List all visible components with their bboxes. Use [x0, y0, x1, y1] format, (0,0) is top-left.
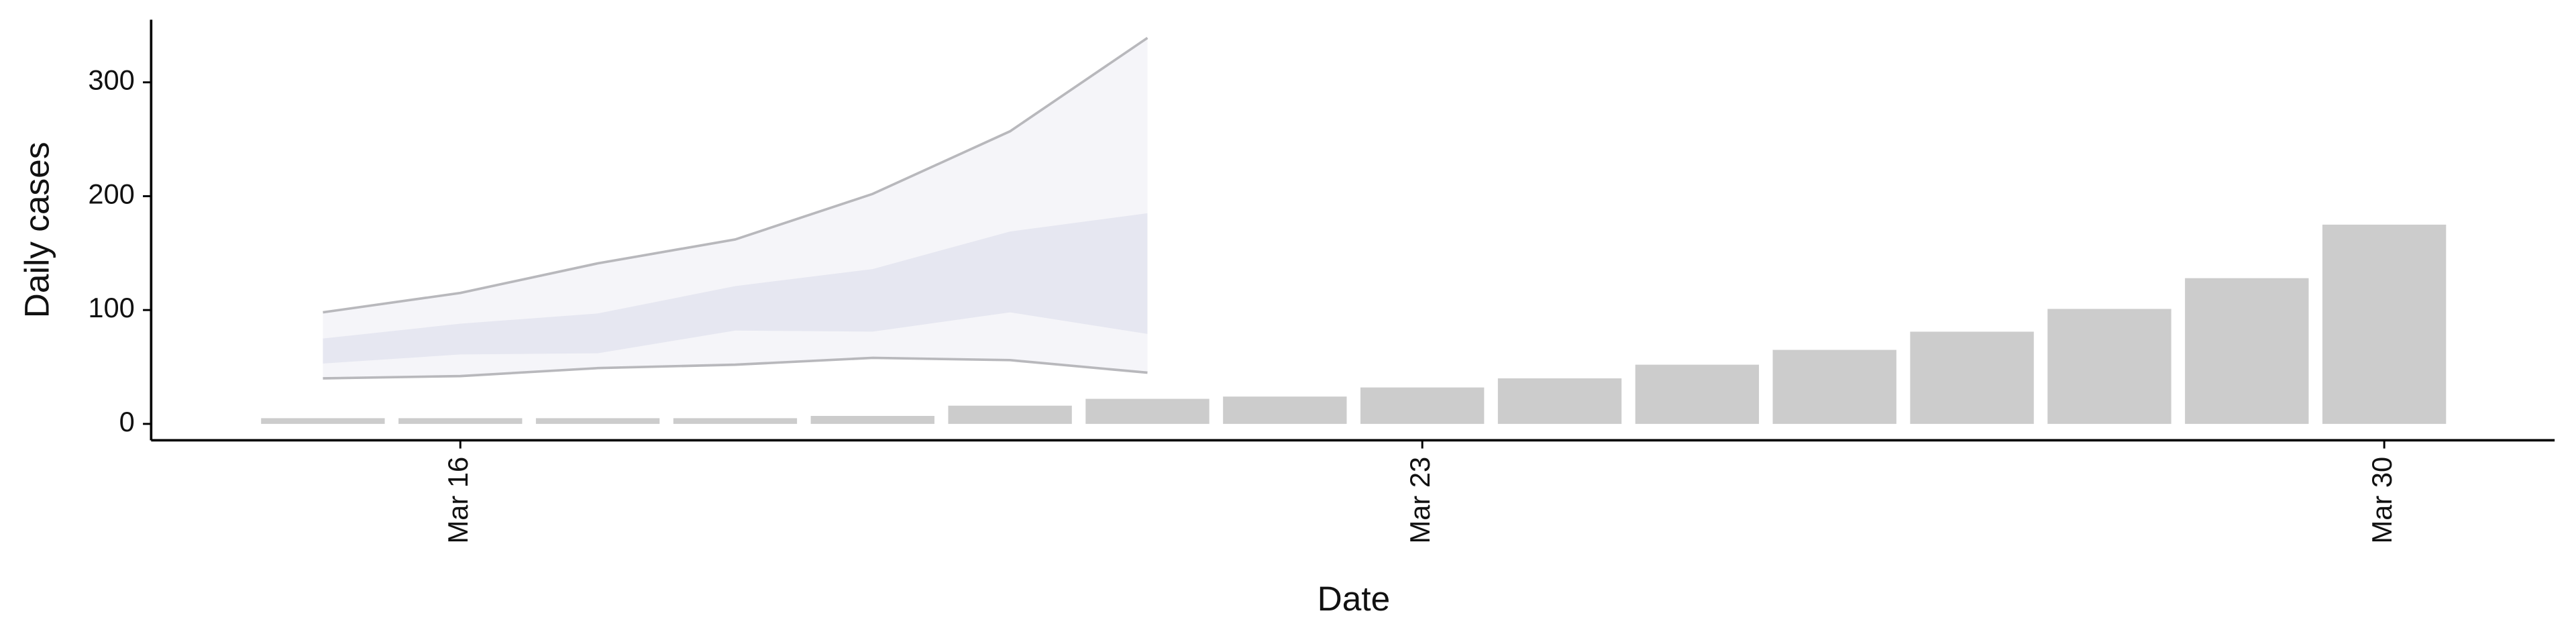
bar [2322, 224, 2447, 424]
bar [2185, 278, 2309, 424]
bar [810, 416, 934, 424]
bar [1085, 398, 1210, 424]
bar [1223, 396, 1347, 424]
bar [1910, 331, 2034, 424]
y-axis-label: Daily cases [17, 142, 56, 318]
y-tick-label: 0 [119, 406, 135, 437]
y-tick-label: 200 [88, 178, 134, 209]
band-edge [323, 356, 1148, 380]
inner-band [323, 213, 1148, 364]
bar [535, 418, 660, 424]
bar [1635, 364, 1760, 424]
bar [398, 418, 523, 424]
x-tick-label: Mar 16 [442, 457, 474, 544]
bar [2047, 309, 2171, 424]
bar [1360, 387, 1485, 424]
x-tick-label: Mar 23 [1404, 457, 1436, 544]
band-edge [323, 37, 1148, 314]
bar [1497, 378, 1622, 424]
bar [1772, 350, 1896, 424]
y-tick-label: 300 [88, 64, 134, 96]
bar [261, 418, 385, 424]
bar [673, 418, 798, 424]
y-tick-label: 100 [88, 292, 134, 323]
x-axis-label: Date [1318, 579, 1391, 618]
x-tick-label: Mar 30 [2366, 457, 2398, 544]
bar [948, 405, 1072, 424]
